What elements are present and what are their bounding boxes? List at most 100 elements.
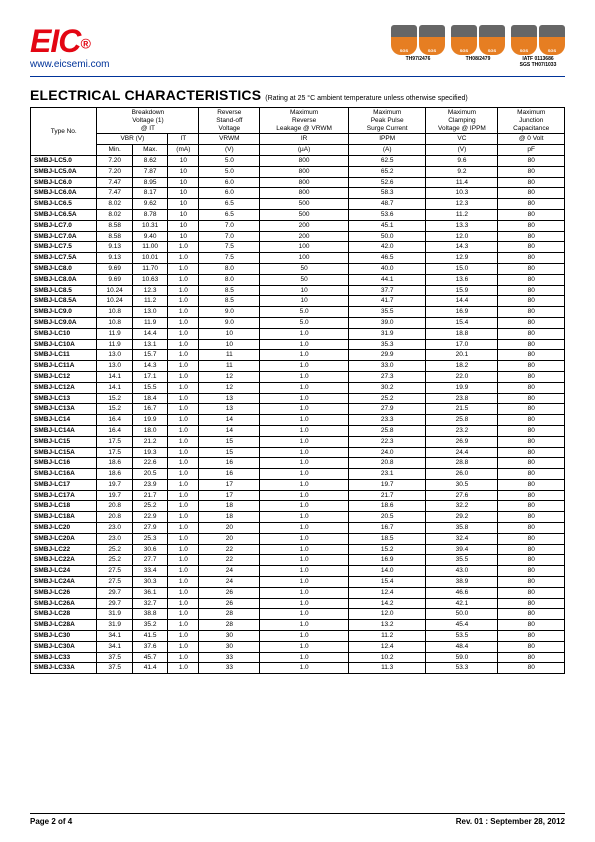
- cell-it: 1.0: [168, 393, 199, 404]
- cell-cap: 80: [498, 296, 565, 307]
- cell-ippm: 42.0: [348, 242, 426, 253]
- cell-ippm: 31.9: [348, 328, 426, 339]
- cell-type: SMBJ-LC30: [31, 631, 97, 642]
- cell-type: SMBJ-LC8.5: [31, 285, 97, 296]
- cell-it: 1.0: [168, 371, 199, 382]
- cell-cap: 80: [498, 361, 565, 372]
- cell-min: 14.1: [97, 382, 132, 393]
- cell-ir: 1.0: [260, 350, 349, 361]
- cell-ippm: 23.1: [348, 469, 426, 480]
- table-row: SMBJ-LC22A25.227.71.0221.016.935.580: [31, 555, 565, 566]
- cell-type: SMBJ-LC5.0: [31, 155, 97, 166]
- cell-vrwm: 18: [199, 501, 260, 512]
- cell-min: 25.2: [97, 544, 132, 555]
- cell-max: 25.3: [132, 533, 167, 544]
- cell-type: SMBJ-LC7.0A: [31, 231, 97, 242]
- cell-vc: 46.6: [426, 587, 498, 598]
- cell-max: 35.2: [132, 620, 167, 631]
- table-row: SMBJ-LC1011.914.41.0101.031.918.880: [31, 328, 565, 339]
- cell-min: 13.0: [97, 350, 132, 361]
- cell-vrwm: 10: [199, 339, 260, 350]
- table-row: SMBJ-LC8.510.2412.31.08.51037.715.980: [31, 285, 565, 296]
- cell-type: SMBJ-LC6.5A: [31, 209, 97, 220]
- cell-ippm: 27.3: [348, 371, 426, 382]
- cell-vc: 14.3: [426, 242, 498, 253]
- cell-min: 18.6: [97, 469, 132, 480]
- cell-min: 34.1: [97, 631, 132, 642]
- cell-ippm: 41.7: [348, 296, 426, 307]
- cell-max: 20.5: [132, 469, 167, 480]
- cell-ir: 1.0: [260, 371, 349, 382]
- cell-ir: 1.0: [260, 436, 349, 447]
- cell-ir: 1.0: [260, 479, 349, 490]
- cell-type: SMBJ-LC20: [31, 523, 97, 534]
- cell-vc: 12.3: [426, 199, 498, 210]
- cell-cap: 80: [498, 188, 565, 199]
- cell-min: 7.20: [97, 166, 132, 177]
- cell-ippm: 10.2: [348, 652, 426, 663]
- table-row: SMBJ-LC6.07.478.95106.080052.611.480: [31, 177, 565, 188]
- cell-cap: 80: [498, 523, 565, 534]
- cell-ippm: 39.0: [348, 317, 426, 328]
- cell-type: SMBJ-LC8.5A: [31, 296, 97, 307]
- cell-it: 1.0: [168, 253, 199, 264]
- cell-min: 7.20: [97, 155, 132, 166]
- cell-it: 1.0: [168, 436, 199, 447]
- footer-page: Page 2 of 4: [30, 817, 72, 826]
- cell-it: 1.0: [168, 544, 199, 555]
- cell-vrwm: 20: [199, 523, 260, 534]
- company-logo: EIC®: [30, 25, 109, 57]
- cell-max: 13.1: [132, 339, 167, 350]
- cell-it: 1.0: [168, 361, 199, 372]
- cell-type: SMBJ-LC9.0: [31, 307, 97, 318]
- cell-ippm: 37.7: [348, 285, 426, 296]
- cell-min: 17.5: [97, 447, 132, 458]
- table-row: SMBJ-LC8.5A10.2411.21.08.51041.714.480: [31, 296, 565, 307]
- cell-ir: 1.0: [260, 404, 349, 415]
- cell-type: SMBJ-LC9.0A: [31, 317, 97, 328]
- cell-vrwm: 8.0: [199, 274, 260, 285]
- cell-ir: 1.0: [260, 490, 349, 501]
- cell-cap: 80: [498, 263, 565, 274]
- cell-ir: 1.0: [260, 663, 349, 674]
- cell-vrwm: 22: [199, 544, 260, 555]
- cell-it: 1.0: [168, 512, 199, 523]
- cell-ippm: 12.4: [348, 641, 426, 652]
- cell-vrwm: 30: [199, 641, 260, 652]
- cell-ippm: 20.8: [348, 458, 426, 469]
- table-row: SMBJ-LC2225.230.61.0221.015.239.480: [31, 544, 565, 555]
- cell-vc: 32.2: [426, 501, 498, 512]
- table-row: SMBJ-LC1416.419.91.0141.023.325.880: [31, 415, 565, 426]
- cell-vrwm: 6.5: [199, 209, 260, 220]
- cell-cap: 80: [498, 469, 565, 480]
- cell-min: 19.7: [97, 479, 132, 490]
- cell-vc: 23.8: [426, 393, 498, 404]
- cell-ir: 1.0: [260, 415, 349, 426]
- cell-it: 1.0: [168, 609, 199, 620]
- cell-type: SMBJ-LC18A: [31, 512, 97, 523]
- table-row: SMBJ-LC10A11.913.11.0101.035.317.080: [31, 339, 565, 350]
- cell-cap: 80: [498, 404, 565, 415]
- cell-ir: 800: [260, 155, 349, 166]
- unit-a: (A): [348, 145, 426, 156]
- cell-min: 8.58: [97, 231, 132, 242]
- cell-vc: 11.2: [426, 209, 498, 220]
- cell-it: 1.0: [168, 339, 199, 350]
- cell-max: 8.17: [132, 188, 167, 199]
- cell-cap: 80: [498, 577, 565, 588]
- cell-min: 20.8: [97, 501, 132, 512]
- cell-vrwm: 26: [199, 587, 260, 598]
- cell-cap: 80: [498, 307, 565, 318]
- cell-vrwm: 7.5: [199, 242, 260, 253]
- cell-vrwm: 6.5: [199, 199, 260, 210]
- cell-ippm: 15.2: [348, 544, 426, 555]
- cell-ippm: 53.6: [348, 209, 426, 220]
- cell-it: 1.0: [168, 274, 199, 285]
- cell-type: SMBJ-LC26A: [31, 598, 97, 609]
- cell-vc: 21.5: [426, 404, 498, 415]
- cell-min: 37.5: [97, 652, 132, 663]
- unit-ma: (mA): [168, 145, 199, 156]
- table-row: SMBJ-LC13A15.216.71.0131.027.921.580: [31, 404, 565, 415]
- cell-ir: 500: [260, 199, 349, 210]
- table-row: SMBJ-LC18A20.822.91.0181.020.529.280: [31, 512, 565, 523]
